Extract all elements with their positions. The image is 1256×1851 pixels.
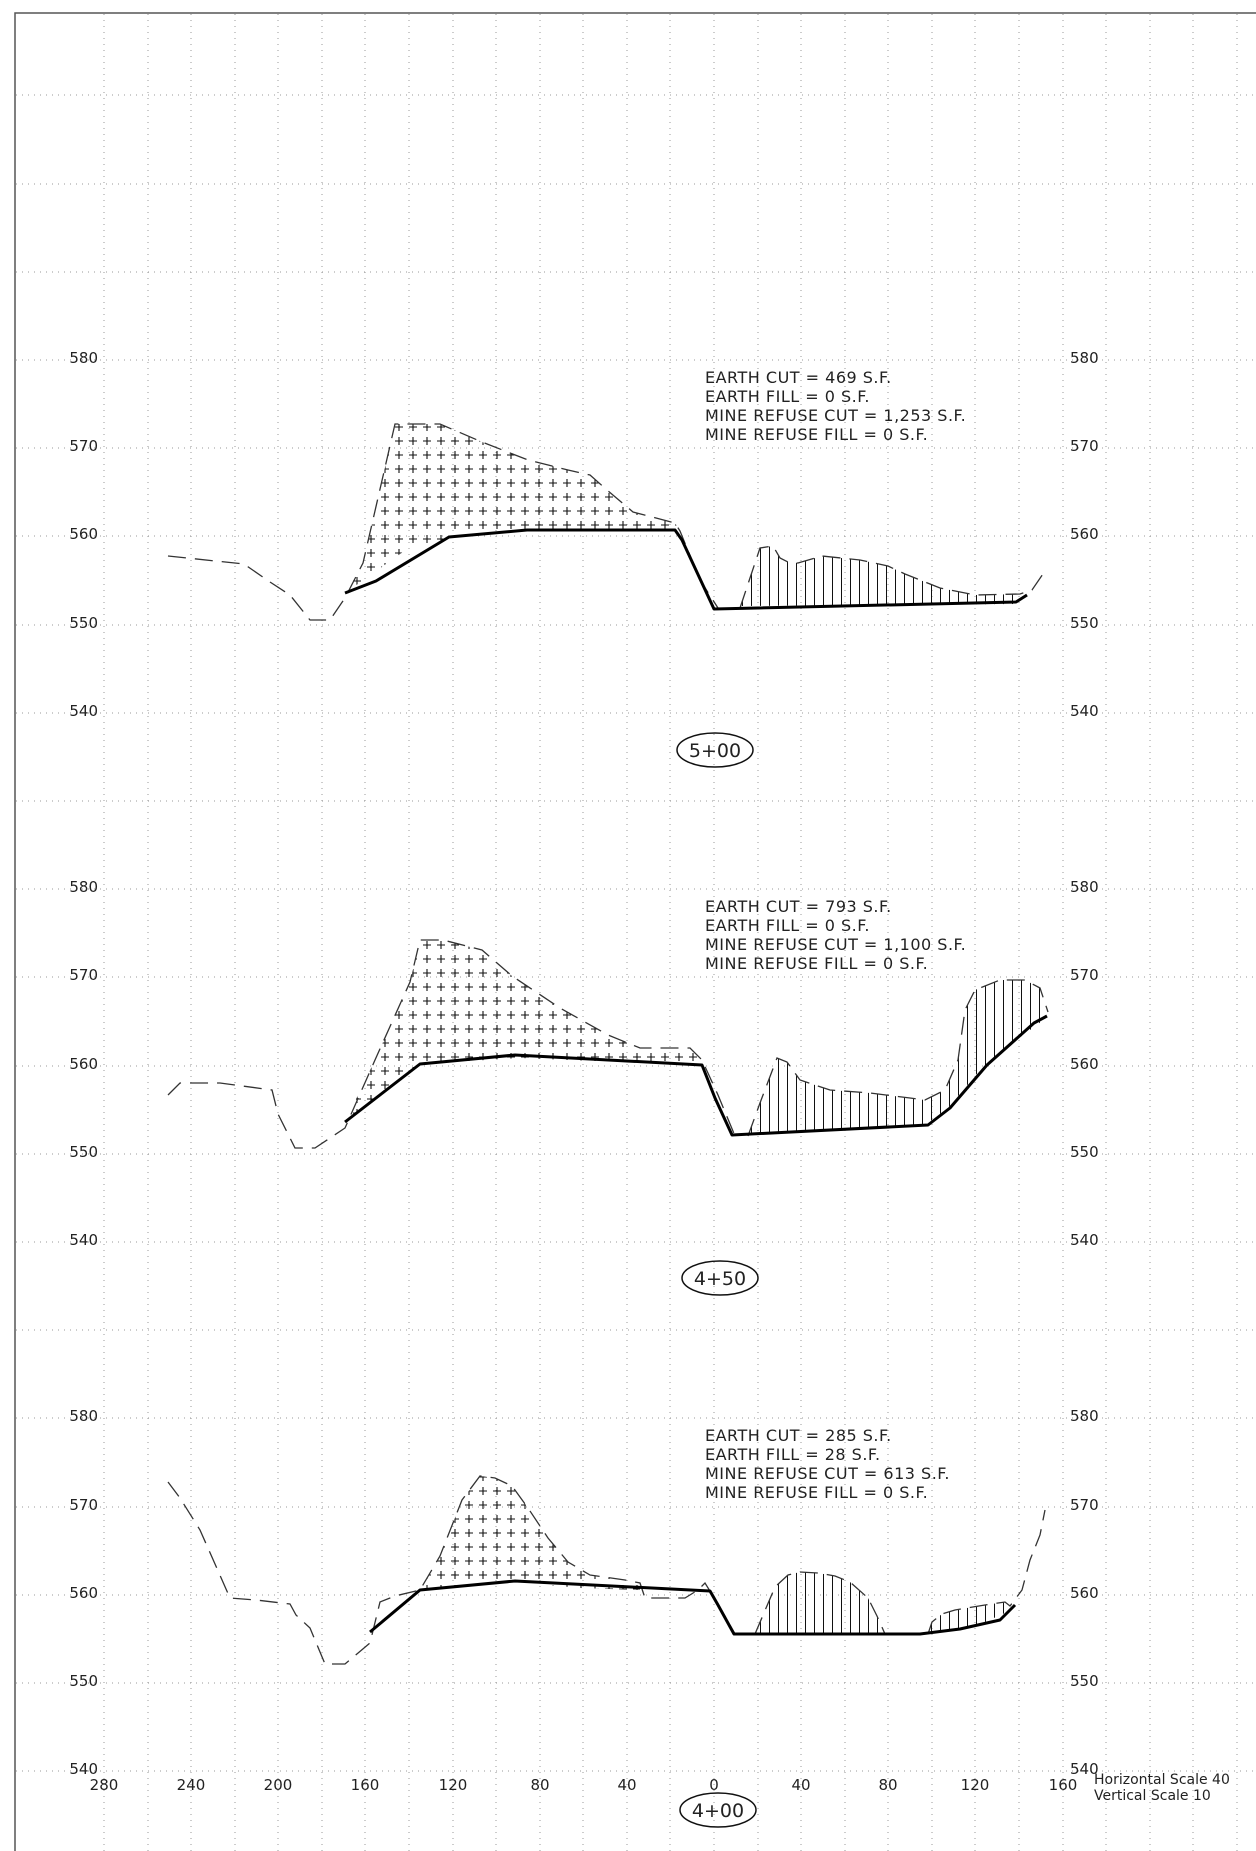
offset-label: 40: [791, 1776, 810, 1794]
cut-area: [345, 424, 680, 593]
note-line: MINE REFUSE CUT = 1,253 S.F.: [705, 406, 966, 425]
vertical-grid: [103, 14, 1238, 1851]
offset-label: 0: [709, 1776, 719, 1794]
horizontal-grid: [16, 94, 1256, 1772]
elev-label: 570: [69, 437, 98, 455]
design-grade-line: [344, 528, 1028, 611]
elev-label: 540: [1070, 702, 1099, 720]
station-label: 5+00: [689, 740, 741, 762]
note-line: MINE REFUSE CUT = 1,100 S.F.: [705, 935, 966, 954]
note-line: EARTH CUT = 285 S.F.: [705, 1426, 892, 1445]
station-label: 4+50: [694, 1268, 746, 1290]
elev-label: 580: [69, 1407, 98, 1425]
elevation-labels: 580 570 560 550 540 580 570 560 550 540 …: [69, 349, 1098, 1778]
offset-label: 280: [90, 1776, 119, 1794]
refuse-area: [755, 1572, 885, 1634]
elev-label: 560: [69, 1584, 98, 1602]
refuse-area: [928, 1602, 1010, 1634]
elev-label: 580: [1070, 878, 1099, 896]
offset-label: 160: [1049, 1776, 1078, 1794]
elev-label: 550: [1070, 1143, 1099, 1161]
elev-label: 550: [1070, 614, 1099, 632]
elev-label: 540: [69, 1231, 98, 1249]
note-line: EARTH FILL = 0 S.F.: [705, 387, 870, 406]
offset-label: 160: [351, 1776, 380, 1794]
quantity-notes: EARTH CUT = 285 S.F. EARTH FILL = 28 S.F…: [705, 1426, 950, 1502]
sheet-border: [14, 12, 1256, 1851]
elev-label: 580: [69, 878, 98, 896]
note-line: EARTH FILL = 0 S.F.: [705, 916, 870, 935]
existing-ground-line: [927, 1509, 1046, 1635]
horizontal-scale-label: Horizontal Scale 40: [1094, 1772, 1230, 1788]
section-4-00: EARTH CUT = 285 S.F. EARTH FILL = 28 S.F…: [167, 1426, 1046, 1828]
station-label: 4+00: [692, 1800, 744, 1822]
design-grade-line: [344, 1014, 1048, 1137]
note-line: EARTH FILL = 28 S.F.: [705, 1445, 881, 1464]
quantity-notes: EARTH CUT = 793 S.F. EARTH FILL = 0 S.F.…: [705, 897, 966, 973]
elev-label: 560: [69, 1055, 98, 1073]
elev-label: 570: [69, 1496, 98, 1514]
elev-label: 570: [1070, 1496, 1099, 1514]
offset-label: 240: [177, 1776, 206, 1794]
existing-ground-line: [167, 1475, 736, 1665]
offset-label: 200: [264, 1776, 293, 1794]
elev-label: 570: [69, 966, 98, 984]
elev-label: 580: [1070, 349, 1099, 367]
note-line: EARTH CUT = 793 S.F.: [705, 897, 892, 916]
elev-label: 580: [69, 349, 98, 367]
elev-label: 540: [69, 702, 98, 720]
scale-note: Horizontal Scale 40 Vertical Scale 10: [1094, 1772, 1230, 1804]
note-line: MINE REFUSE FILL = 0 S.F.: [705, 425, 928, 444]
elev-label: 550: [69, 1672, 98, 1690]
elev-label: 560: [1070, 1055, 1099, 1073]
quantity-notes: EARTH CUT = 469 S.F. EARTH FILL = 0 S.F.…: [705, 368, 966, 444]
station-bubble: [676, 732, 754, 768]
existing-ground-line: [167, 939, 736, 1149]
elev-label: 540: [1070, 1760, 1099, 1778]
elev-label: 560: [69, 525, 98, 543]
existing-ground-line: [167, 423, 719, 621]
existing-ground-line: [754, 1571, 886, 1635]
station-bubble: [679, 1792, 757, 1828]
section-5-00: EARTH CUT = 469 S.F. EARTH FILL = 0 S.F.…: [167, 368, 1046, 768]
note-line: MINE REFUSE CUT = 613 S.F.: [705, 1464, 950, 1483]
note-line: MINE REFUSE FILL = 0 S.F.: [705, 1483, 928, 1502]
cut-area: [420, 1476, 640, 1590]
offset-label: 80: [878, 1776, 897, 1794]
section-4-50: EARTH CUT = 793 S.F. EARTH FILL = 0 S.F.…: [167, 897, 1049, 1296]
elev-label: 550: [1070, 1672, 1099, 1690]
offset-axis-labels: 280 240 200 160 120 80 40 0 40 80 120 16…: [90, 1776, 1078, 1794]
elev-label: 570: [1070, 966, 1099, 984]
station-bubble: [681, 1260, 759, 1296]
offset-label: 80: [530, 1776, 549, 1794]
note-line: EARTH CUT = 469 S.F.: [705, 368, 892, 387]
elev-label: 570: [1070, 437, 1099, 455]
elev-label: 540: [69, 1760, 98, 1778]
vertical-scale-label: Vertical Scale 10: [1094, 1788, 1211, 1804]
elev-label: 580: [1070, 1407, 1099, 1425]
design-grade-line: [369, 1579, 1017, 1636]
elev-label: 550: [69, 614, 98, 632]
elev-label: 560: [1070, 525, 1099, 543]
offset-label: 120: [439, 1776, 468, 1794]
offset-label: 40: [617, 1776, 636, 1794]
refuse-area: [748, 980, 1048, 1136]
note-line: MINE REFUSE FILL = 0 S.F.: [705, 954, 928, 973]
cut-area: [345, 940, 702, 1122]
refuse-area: [740, 546, 1020, 608]
elev-label: 540: [1070, 1231, 1099, 1249]
existing-ground-line: [739, 545, 1046, 609]
elev-label: 550: [69, 1143, 98, 1161]
existing-ground-line: [747, 979, 1049, 1137]
elev-label: 560: [1070, 1584, 1099, 1602]
offset-label: 120: [961, 1776, 990, 1794]
